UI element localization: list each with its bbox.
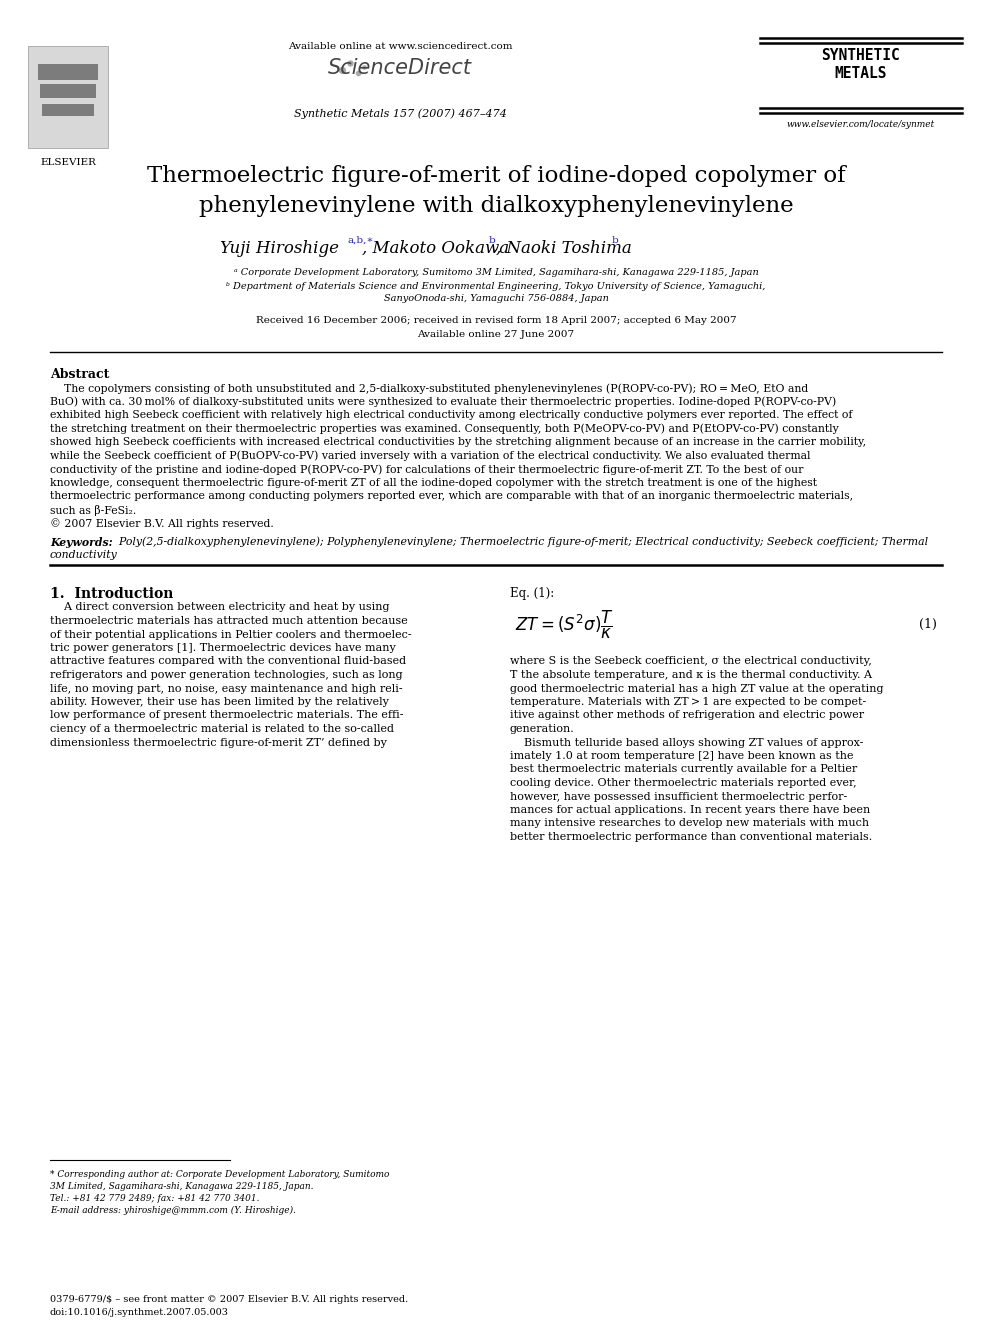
Text: better thermoelectric performance than conventional materials.: better thermoelectric performance than c…: [510, 832, 872, 841]
Text: The copolymers consisting of both unsubstituted and 2,5-dialkoxy-substituted phe: The copolymers consisting of both unsubs…: [50, 382, 808, 393]
Bar: [28, 46, 108, 148]
Text: a,b,∗: a,b,∗: [347, 235, 373, 245]
Text: © 2007 Elsevier B.V. All rights reserved.: © 2007 Elsevier B.V. All rights reserved…: [50, 519, 274, 529]
Text: knowledge, consequent thermoelectric figure-of-merit ZT of all the iodine-doped : knowledge, consequent thermoelectric fig…: [50, 478, 817, 487]
Bar: [38, 64, 98, 79]
Text: imately 1.0 at room temperature [2] have been known as the: imately 1.0 at room temperature [2] have…: [510, 751, 853, 761]
Text: Bismuth telluride based alloys showing ZT values of approx-: Bismuth telluride based alloys showing Z…: [510, 737, 863, 747]
Text: exhibited high Seebeck coefficient with relatively high electrical conductivity : exhibited high Seebeck coefficient with …: [50, 410, 852, 419]
Text: 3M Limited, Sagamihara-shi, Kanagawa 229-1185, Japan.: 3M Limited, Sagamihara-shi, Kanagawa 229…: [50, 1181, 313, 1191]
Text: ScienceDirect: ScienceDirect: [328, 58, 472, 78]
Text: mances for actual applications. In recent years there have been: mances for actual applications. In recen…: [510, 804, 870, 815]
Text: many intensive researches to develop new materials with much: many intensive researches to develop new…: [510, 819, 869, 828]
Text: T the absolute temperature, and κ is the thermal conductivity. A: T the absolute temperature, and κ is the…: [510, 669, 872, 680]
Text: while the Seebeck coefficient of P(BuOPV-co-PV) varied inversely with a variatio: while the Seebeck coefficient of P(BuOPV…: [50, 451, 810, 460]
Text: $ZT = (S^2\sigma)\dfrac{T}{\kappa}$: $ZT = (S^2\sigma)\dfrac{T}{\kappa}$: [515, 609, 614, 640]
Text: Poly(2,5-dialkoxyphenylenevinylene); Polyphenylenevinylene; Thermoelectric figur: Poly(2,5-dialkoxyphenylenevinylene); Pol…: [112, 537, 929, 548]
Text: where S is the Seebeck coefficient, σ the electrical conductivity,: where S is the Seebeck coefficient, σ th…: [510, 656, 872, 667]
Text: thermoelectric materials has attracted much attention because: thermoelectric materials has attracted m…: [50, 617, 408, 626]
Text: generation.: generation.: [510, 724, 574, 734]
Text: Synthetic Metals 157 (2007) 467–474: Synthetic Metals 157 (2007) 467–474: [294, 108, 507, 119]
Text: b: b: [612, 235, 619, 245]
Text: * Corresponding author at: Corporate Development Laboratory, Sumitomo: * Corresponding author at: Corporate Dev…: [50, 1170, 390, 1179]
Text: Thermoelectric figure-of-merit of iodine-doped copolymer of: Thermoelectric figure-of-merit of iodine…: [147, 165, 845, 187]
Text: ᵃ Corporate Development Laboratory, Sumitomo 3M Limited, Sagamihara-shi, Kanagaw: ᵃ Corporate Development Laboratory, Sumi…: [234, 269, 758, 277]
Text: doi:10.1016/j.synthmet.2007.05.003: doi:10.1016/j.synthmet.2007.05.003: [50, 1308, 229, 1316]
Text: of their potential applications in Peltier coolers and thermoelec-: of their potential applications in Pelti…: [50, 630, 412, 639]
Text: the stretching treatment on their thermoelectric properties was examined. Conseq: the stretching treatment on their thermo…: [50, 423, 839, 434]
Text: temperature. Materials with ZT > 1 are expected to be compet-: temperature. Materials with ZT > 1 are e…: [510, 697, 866, 706]
Text: E-mail address: yhiroshige@mmm.com (Y. Hiroshige).: E-mail address: yhiroshige@mmm.com (Y. H…: [50, 1207, 296, 1215]
Text: www.elsevier.com/locate/synmet: www.elsevier.com/locate/synmet: [787, 120, 935, 130]
Text: ᵇ Department of Materials Science and Environmental Engineering, Tokyo Universit: ᵇ Department of Materials Science and En…: [226, 282, 766, 291]
Text: life, no moving part, no noise, easy maintenance and high reli-: life, no moving part, no noise, easy mai…: [50, 684, 403, 693]
Text: b: b: [489, 235, 496, 245]
Text: attractive features compared with the conventional fluid-based: attractive features compared with the co…: [50, 656, 406, 667]
Text: Available online 27 June 2007: Available online 27 June 2007: [418, 329, 574, 339]
Text: Abstract: Abstract: [50, 368, 109, 381]
Text: ELSEVIER: ELSEVIER: [40, 157, 96, 167]
Text: however, have possessed insufficient thermoelectric perfor-: however, have possessed insufficient the…: [510, 791, 847, 802]
Text: Received 16 December 2006; received in revised form 18 April 2007; accepted 6 Ma: Received 16 December 2006; received in r…: [256, 316, 736, 325]
Text: , Makoto Ookawa: , Makoto Ookawa: [362, 239, 509, 257]
Text: BuO) with ca. 30 mol% of dialkoxy-substituted units were synthesized to evaluate: BuO) with ca. 30 mol% of dialkoxy-substi…: [50, 397, 836, 407]
Text: dimensionless thermoelectric figure-of-merit ZT’ defined by: dimensionless thermoelectric figure-of-m…: [50, 737, 387, 747]
Text: SanyoOnoda-shi, Yamaguchi 756-0884, Japan: SanyoOnoda-shi, Yamaguchi 756-0884, Japa…: [384, 294, 608, 303]
Text: Keywords:: Keywords:: [50, 537, 113, 548]
Text: conductivity: conductivity: [50, 550, 118, 560]
Text: 0379-6779/$ – see front matter © 2007 Elsevier B.V. All rights reserved.: 0379-6779/$ – see front matter © 2007 El…: [50, 1295, 409, 1304]
Text: itive against other methods of refrigeration and electric power: itive against other methods of refrigera…: [510, 710, 864, 721]
Text: Available online at www.sciencedirect.com: Available online at www.sciencedirect.co…: [288, 42, 512, 52]
Text: 1.  Introduction: 1. Introduction: [50, 586, 174, 601]
Text: good thermoelectric material has a high ZT value at the operating: good thermoelectric material has a high …: [510, 684, 884, 693]
Text: cooling device. Other thermoelectric materials reported ever,: cooling device. Other thermoelectric mat…: [510, 778, 857, 789]
Text: phenylenevinylene with dialkoxyphenylenevinylene: phenylenevinylene with dialkoxyphenylene…: [198, 194, 794, 217]
Text: best thermoelectric materials currently available for a Peltier: best thermoelectric materials currently …: [510, 765, 857, 774]
Text: A direct conversion between electricity and heat by using: A direct conversion between electricity …: [50, 602, 390, 613]
Text: Tel.: +81 42 779 2489; fax: +81 42 770 3401.: Tel.: +81 42 779 2489; fax: +81 42 770 3…: [50, 1193, 260, 1203]
Text: SYNTHETIC
METALS: SYNTHETIC METALS: [821, 48, 901, 81]
Text: refrigerators and power generation technologies, such as long: refrigerators and power generation techn…: [50, 669, 403, 680]
Text: ciency of a thermoelectric material is related to the so-called: ciency of a thermoelectric material is r…: [50, 724, 394, 734]
Bar: [42, 105, 94, 116]
Text: Eq. (1):: Eq. (1):: [510, 586, 555, 599]
Text: conductivity of the pristine and iodine-doped P(ROPV-co-PV) for calculations of : conductivity of the pristine and iodine-…: [50, 464, 804, 475]
Text: thermoelectric performance among conducting polymers reported ever, which are co: thermoelectric performance among conduct…: [50, 491, 853, 501]
Text: showed high Seebeck coefficients with increased electrical conductivities by the: showed high Seebeck coefficients with in…: [50, 437, 866, 447]
Text: tric power generators [1]. Thermoelectric devices have many: tric power generators [1]. Thermoelectri…: [50, 643, 396, 654]
Text: Yuji Hiroshige: Yuji Hiroshige: [220, 239, 339, 257]
Text: (1): (1): [920, 618, 937, 631]
Text: low performance of present thermoelectric materials. The effi-: low performance of present thermoelectri…: [50, 710, 404, 721]
Text: ability. However, their use has been limited by the relatively: ability. However, their use has been lim…: [50, 697, 389, 706]
Bar: [40, 83, 96, 98]
Text: , Naoki Toshima: , Naoki Toshima: [496, 239, 632, 257]
Text: such as β-FeSi₂.: such as β-FeSi₂.: [50, 504, 136, 516]
